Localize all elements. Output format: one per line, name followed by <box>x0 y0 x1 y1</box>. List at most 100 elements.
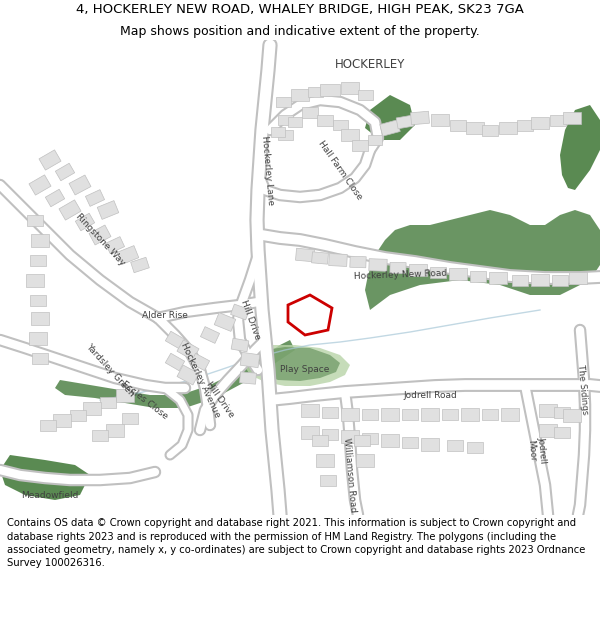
FancyBboxPatch shape <box>447 439 463 451</box>
FancyBboxPatch shape <box>322 429 338 439</box>
FancyBboxPatch shape <box>31 311 49 324</box>
FancyBboxPatch shape <box>410 111 430 125</box>
FancyBboxPatch shape <box>341 82 359 94</box>
FancyBboxPatch shape <box>563 112 581 124</box>
FancyBboxPatch shape <box>531 274 549 286</box>
Text: Eccles Close: Eccles Close <box>120 379 170 421</box>
FancyBboxPatch shape <box>449 268 467 280</box>
FancyBboxPatch shape <box>381 434 399 446</box>
FancyBboxPatch shape <box>89 225 111 245</box>
FancyBboxPatch shape <box>470 271 486 281</box>
FancyBboxPatch shape <box>482 124 498 136</box>
FancyBboxPatch shape <box>277 130 293 140</box>
FancyBboxPatch shape <box>362 409 378 419</box>
FancyBboxPatch shape <box>320 474 336 486</box>
FancyBboxPatch shape <box>396 115 414 129</box>
FancyBboxPatch shape <box>390 262 406 274</box>
FancyBboxPatch shape <box>46 189 65 207</box>
FancyBboxPatch shape <box>29 331 47 344</box>
FancyBboxPatch shape <box>30 254 46 266</box>
FancyBboxPatch shape <box>316 454 334 466</box>
FancyBboxPatch shape <box>291 89 309 101</box>
FancyBboxPatch shape <box>69 175 91 195</box>
Polygon shape <box>365 210 600 310</box>
FancyBboxPatch shape <box>369 259 387 271</box>
FancyBboxPatch shape <box>166 331 185 349</box>
FancyBboxPatch shape <box>92 429 108 441</box>
FancyBboxPatch shape <box>27 214 43 226</box>
FancyBboxPatch shape <box>231 338 249 352</box>
FancyBboxPatch shape <box>177 340 199 360</box>
FancyBboxPatch shape <box>100 396 116 408</box>
FancyBboxPatch shape <box>76 213 95 231</box>
FancyBboxPatch shape <box>70 409 86 421</box>
FancyBboxPatch shape <box>431 114 449 126</box>
Text: Yardsley Green: Yardsley Green <box>84 342 136 398</box>
FancyBboxPatch shape <box>30 294 46 306</box>
FancyBboxPatch shape <box>190 353 209 371</box>
FancyBboxPatch shape <box>350 256 366 268</box>
FancyBboxPatch shape <box>214 312 236 331</box>
FancyBboxPatch shape <box>288 117 302 127</box>
Polygon shape <box>256 347 340 381</box>
FancyBboxPatch shape <box>461 408 479 421</box>
FancyBboxPatch shape <box>85 189 104 206</box>
FancyBboxPatch shape <box>352 139 368 151</box>
FancyBboxPatch shape <box>277 115 293 125</box>
FancyBboxPatch shape <box>53 414 71 426</box>
FancyBboxPatch shape <box>421 438 439 451</box>
Text: Jodrell Road: Jodrell Road <box>403 391 457 399</box>
Polygon shape <box>244 345 350 386</box>
FancyBboxPatch shape <box>177 365 199 385</box>
Text: The Sidings: The Sidings <box>577 364 590 416</box>
Text: Hockerley Lane: Hockerley Lane <box>260 135 275 205</box>
FancyBboxPatch shape <box>552 274 568 286</box>
FancyBboxPatch shape <box>312 434 328 446</box>
Polygon shape <box>288 295 332 335</box>
FancyBboxPatch shape <box>368 135 382 145</box>
FancyBboxPatch shape <box>106 237 125 253</box>
FancyBboxPatch shape <box>554 426 570 438</box>
FancyBboxPatch shape <box>489 272 507 284</box>
FancyBboxPatch shape <box>380 120 400 136</box>
Text: Ringstone Way: Ringstone Way <box>74 213 127 268</box>
Text: Alder Rise: Alder Rise <box>142 311 188 319</box>
FancyBboxPatch shape <box>341 408 359 421</box>
Text: Map shows position and indicative extent of the property.: Map shows position and indicative extent… <box>120 25 480 38</box>
FancyBboxPatch shape <box>106 424 124 436</box>
Polygon shape <box>55 340 295 408</box>
FancyBboxPatch shape <box>430 266 446 278</box>
FancyBboxPatch shape <box>97 201 119 219</box>
FancyBboxPatch shape <box>29 175 51 195</box>
FancyBboxPatch shape <box>421 408 439 421</box>
FancyBboxPatch shape <box>271 127 285 137</box>
FancyBboxPatch shape <box>402 436 418 447</box>
FancyBboxPatch shape <box>116 389 134 401</box>
Text: Contains OS data © Crown copyright and database right 2021. This information is : Contains OS data © Crown copyright and d… <box>7 518 586 568</box>
FancyBboxPatch shape <box>302 106 318 118</box>
Polygon shape <box>365 95 415 140</box>
FancyBboxPatch shape <box>329 254 347 266</box>
FancyBboxPatch shape <box>402 409 418 419</box>
FancyBboxPatch shape <box>501 408 519 421</box>
FancyBboxPatch shape <box>356 454 374 466</box>
FancyBboxPatch shape <box>466 122 484 134</box>
FancyBboxPatch shape <box>332 120 347 130</box>
FancyBboxPatch shape <box>32 352 48 364</box>
FancyBboxPatch shape <box>301 426 319 439</box>
FancyBboxPatch shape <box>311 252 328 264</box>
FancyBboxPatch shape <box>317 114 333 126</box>
FancyBboxPatch shape <box>230 304 250 320</box>
FancyBboxPatch shape <box>117 246 139 264</box>
FancyBboxPatch shape <box>31 234 49 246</box>
Text: Jodrell
Moor: Jodrell Moor <box>526 436 548 464</box>
FancyBboxPatch shape <box>341 429 359 442</box>
Polygon shape <box>560 105 600 190</box>
Text: Play Space: Play Space <box>280 366 329 374</box>
FancyBboxPatch shape <box>322 406 338 418</box>
Polygon shape <box>0 455 90 500</box>
FancyBboxPatch shape <box>39 150 61 170</box>
FancyBboxPatch shape <box>409 264 427 276</box>
FancyBboxPatch shape <box>341 129 359 141</box>
Text: Hill Drive: Hill Drive <box>205 381 236 419</box>
